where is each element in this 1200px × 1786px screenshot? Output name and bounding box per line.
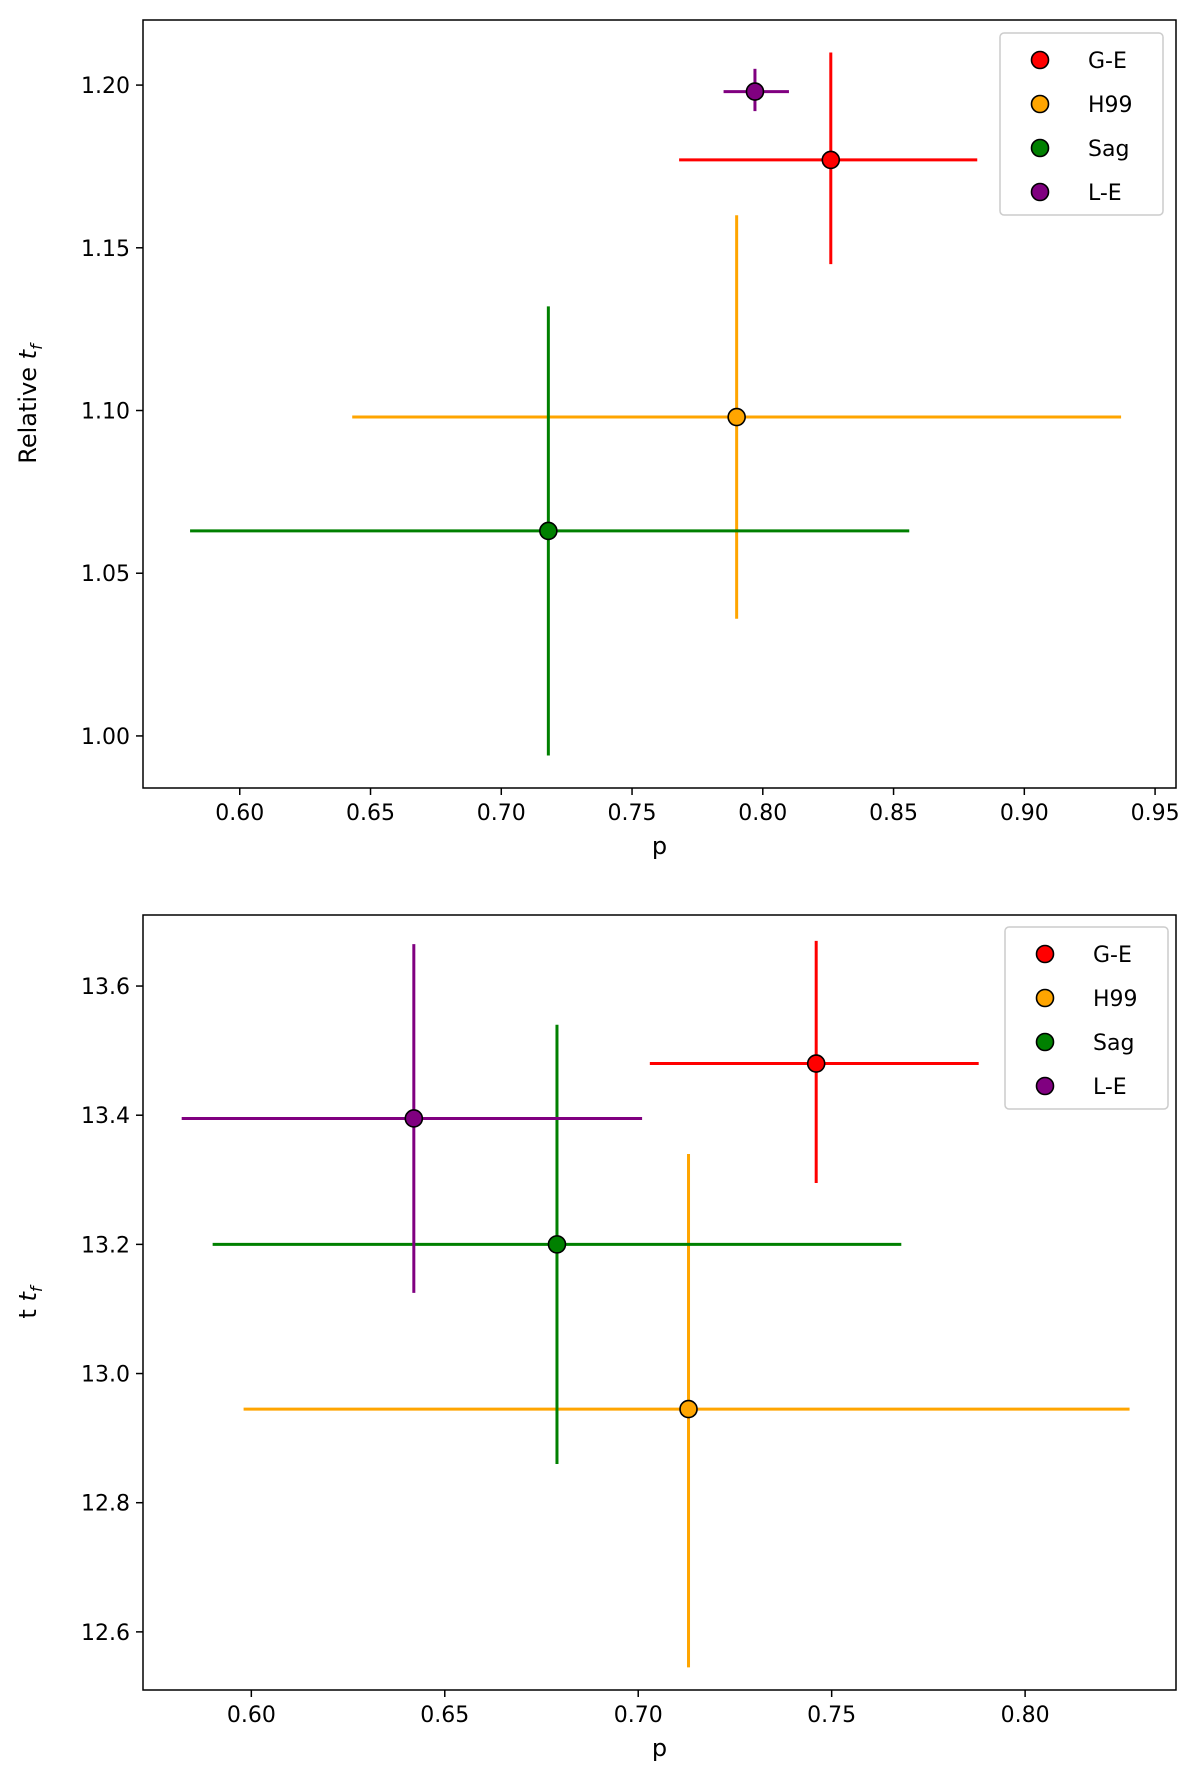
- chart0-legend-marker-G-E: [1030, 50, 1050, 70]
- chart0-y-tick-label: 1.00: [81, 725, 130, 750]
- chart1-point-G-E: [806, 1054, 826, 1073]
- chart0-legend-label-G-E: G-E: [1088, 49, 1127, 74]
- chart1-y-tick-label: 13.4: [81, 1104, 130, 1129]
- chart1-x-tick-label: 0.65: [420, 1703, 469, 1728]
- chart1-legend-label-Sag: Sag: [1093, 1031, 1134, 1056]
- chart1-y-tick-label: 12.6: [81, 1621, 130, 1646]
- chart1-y-axis-label-subscript: f: [27, 1284, 46, 1292]
- chart0-legend-label-Sag: Sag: [1088, 137, 1129, 162]
- chart1-legend-marker-Sag: [1035, 1032, 1055, 1052]
- chart0-legend-label-L-E: L-E: [1088, 181, 1122, 206]
- chart1-x-axis-label: p: [652, 1734, 667, 1762]
- chart1-legend-box: [1004, 926, 1169, 1110]
- chart1-x-tick-label: 0.70: [614, 1703, 663, 1728]
- bottom-scatter-plot: 0.60 0.65 0.70 0.75 0.80 12.6 12.8 13.0 13.2 13.4…: [14, 914, 1177, 1762]
- chart1-legend-label-L-E: L-E: [1093, 1075, 1127, 1100]
- chart1-point-Sag: [547, 1235, 567, 1254]
- chart0-y-axis-label-var: t: [14, 348, 42, 359]
- chart0-y-tick-label: 1.15: [81, 237, 130, 262]
- chart0-x-tick-label: 0.80: [738, 801, 787, 826]
- chart0-x-tick-label: 0.85: [869, 801, 918, 826]
- chart1-y-axis-label-text: t: [14, 1302, 42, 1319]
- chart1-legend-marker-L-E: [1035, 1076, 1055, 1096]
- chart0-legend-marker-H99: [1030, 94, 1050, 114]
- chart1-point-H99: [679, 1399, 698, 1419]
- chart1-legend-marker-H99: [1035, 988, 1055, 1008]
- chart0-y-axis-label-subscript: f: [27, 342, 46, 350]
- top-scatter-plot: 0.60 0.65 0.70 0.75 0.80 0.85 0.90 0.95 1.00 1.05…: [14, 19, 1180, 860]
- chart0-y-tick-label: 1.20: [81, 74, 130, 99]
- chart0-legend-marker-L-E: [1030, 182, 1050, 202]
- chart1-point-L-E: [404, 1109, 424, 1128]
- chart1-x-tick-label: 0.80: [1001, 1703, 1050, 1728]
- chart0-point-H99: [727, 407, 746, 427]
- chart0-point-L-E: [745, 82, 765, 101]
- chart1-y-axis-label-var: t: [14, 1291, 42, 1302]
- chart1-y-tick-label: 13.6: [81, 975, 130, 1000]
- chart0-y-axis-label: Relative tf: [14, 342, 46, 464]
- chart1-y-tick-label: 13.2: [81, 1233, 130, 1258]
- chart0-legend-marker-Sag: [1030, 138, 1050, 158]
- chart1-x-tick-label: 0.75: [807, 1703, 856, 1728]
- chart0-legend-box: [999, 32, 1164, 216]
- chart0-x-tick-label: 0.75: [608, 801, 657, 826]
- chart1-y-axis-label: t tf: [14, 1284, 46, 1318]
- chart0-y-axis-label-text: Relative: [14, 359, 42, 463]
- chart0-x-tick-label: 0.65: [346, 801, 395, 826]
- chart0-axes-frame: [142, 19, 1177, 789]
- chart0-x-tick-label: 0.90: [1000, 801, 1049, 826]
- chart0-x-tick-label: 0.70: [477, 801, 526, 826]
- chart0-y-tick-label: 1.10: [81, 400, 130, 425]
- chart0-point-Sag: [539, 521, 558, 541]
- chart1-axes-frame: [142, 914, 1177, 1691]
- chart1-y-tick-label: 12.8: [81, 1492, 130, 1517]
- chart1-legend-marker-G-E: [1035, 944, 1055, 964]
- chart0-y-tick-label: 1.05: [81, 562, 130, 587]
- chart0-point-G-E: [821, 150, 841, 170]
- chart0-x-tick-label: 0.60: [215, 801, 264, 826]
- chart1-y-tick-label: 13.0: [81, 1363, 130, 1388]
- chart0-x-axis-label: p: [652, 832, 667, 860]
- chart1-legend-label-G-E: G-E: [1093, 943, 1132, 968]
- chart0-legend-label-H99: H99: [1088, 93, 1133, 118]
- chart1-x-tick-label: 0.60: [227, 1703, 276, 1728]
- chart0-x-tick-label: 0.95: [1131, 801, 1180, 826]
- chart1-legend-label-H99: H99: [1093, 987, 1138, 1012]
